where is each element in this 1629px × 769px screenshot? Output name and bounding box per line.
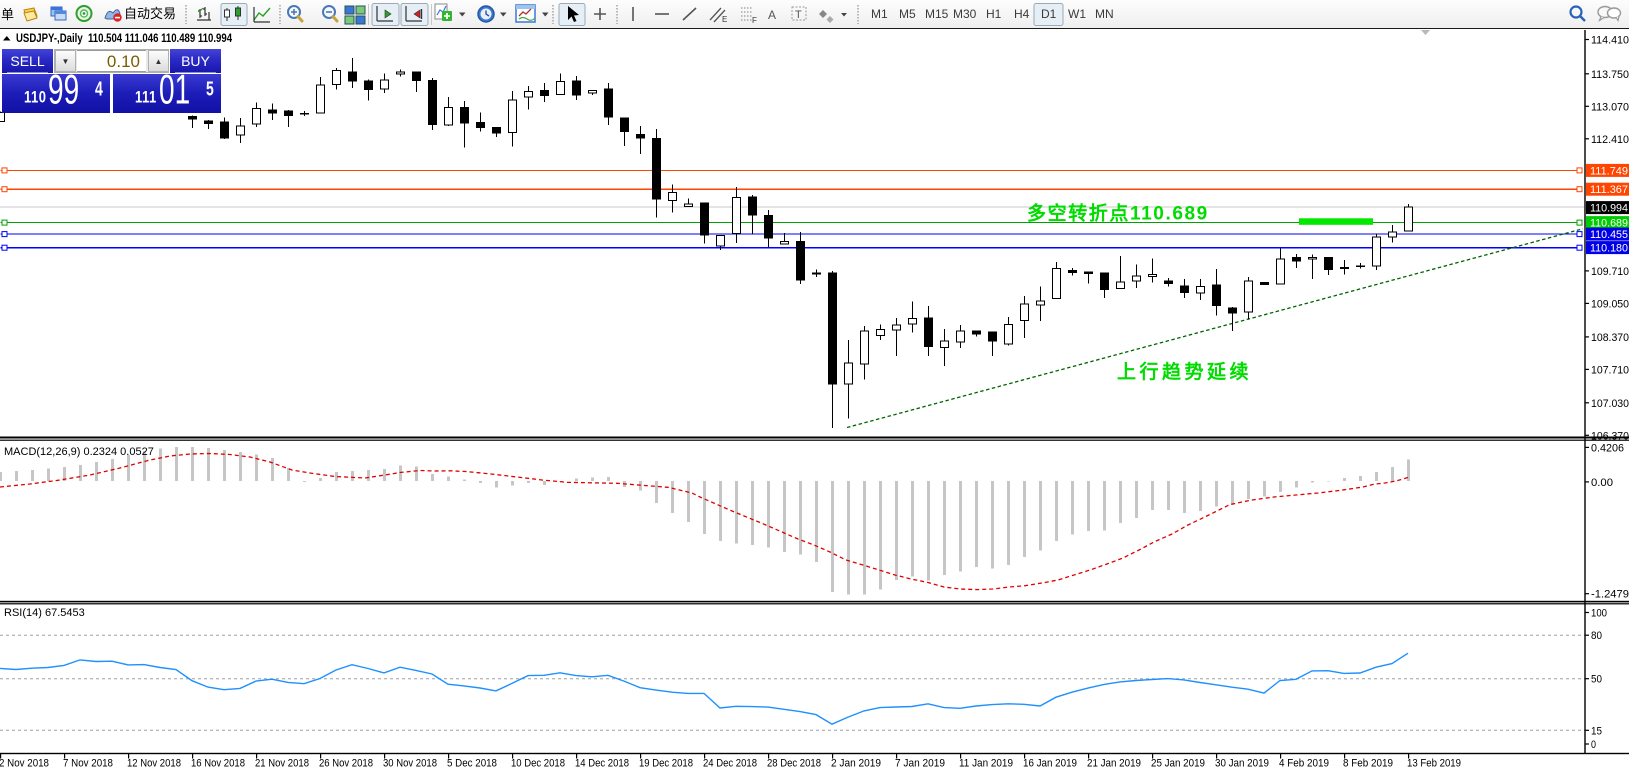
svg-text:M15: M15 (925, 7, 949, 21)
svg-text:8 Feb 2019: 8 Feb 2019 (1343, 758, 1393, 769)
svg-text:E: E (722, 15, 727, 24)
svg-text:-1.2479: -1.2479 (1591, 589, 1629, 601)
svg-text:30 Jan 2019: 30 Jan 2019 (1215, 758, 1269, 769)
svg-text:114.410: 114.410 (1591, 35, 1629, 47)
svg-text:16 Nov 2018: 16 Nov 2018 (191, 758, 245, 769)
svg-text:7 Nov 2018: 7 Nov 2018 (63, 758, 113, 769)
svg-text:H4: H4 (1014, 7, 1030, 21)
svg-text:108.370: 108.370 (1591, 332, 1629, 344)
svg-text:0: 0 (1591, 739, 1596, 751)
svg-text:10 Dec 2018: 10 Dec 2018 (511, 758, 565, 769)
svg-text:111.749: 111.749 (1590, 165, 1628, 177)
svg-text:2 Nov 2018: 2 Nov 2018 (0, 758, 49, 769)
svg-text:26 Nov 2018: 26 Nov 2018 (319, 758, 373, 769)
svg-text:RSI(14) 67.5453: RSI(14) 67.5453 (4, 607, 85, 619)
svg-text:7 Jan 2019: 7 Jan 2019 (895, 758, 945, 769)
svg-text:自动交易: 自动交易 (124, 6, 176, 21)
svg-text:W1: W1 (1068, 7, 1086, 21)
svg-text:50: 50 (1591, 674, 1602, 686)
svg-text:13 Feb 2019: 13 Feb 2019 (1407, 758, 1461, 769)
svg-text:24 Dec 2018: 24 Dec 2018 (703, 758, 757, 769)
svg-text:15: 15 (1591, 725, 1602, 737)
svg-text:0.00: 0.00 (1591, 477, 1613, 489)
svg-text:110.455: 110.455 (1590, 229, 1628, 241)
svg-text:109.710: 109.710 (1591, 266, 1629, 278)
svg-text:107.710: 107.710 (1591, 364, 1629, 376)
svg-text:100: 100 (1591, 608, 1607, 620)
svg-text:21 Nov 2018: 21 Nov 2018 (255, 758, 309, 769)
svg-text:M1: M1 (871, 7, 888, 21)
svg-text:2 Jan 2019: 2 Jan 2019 (831, 758, 881, 769)
svg-text:M5: M5 (899, 7, 916, 21)
svg-text:19 Dec 2018: 19 Dec 2018 (639, 758, 693, 769)
svg-text:21 Jan 2019: 21 Jan 2019 (1087, 758, 1141, 769)
svg-text:111.367: 111.367 (1590, 184, 1628, 196)
svg-text:H1: H1 (986, 7, 1002, 21)
svg-text:USDJPY-,Daily 110.504 111.046: USDJPY-,Daily 110.504 111.046 110.489 11… (16, 32, 232, 45)
svg-text:单: 单 (1, 7, 14, 22)
svg-text:T: T (795, 9, 802, 21)
svg-text:11 Jan 2019: 11 Jan 2019 (959, 758, 1013, 769)
svg-text:110.180: 110.180 (1590, 243, 1628, 255)
svg-text:D1: D1 (1041, 7, 1057, 21)
svg-text:多空转折点110.689: 多空转折点110.689 (1027, 202, 1209, 225)
svg-text:112.410: 112.410 (1591, 134, 1629, 146)
svg-text:80: 80 (1591, 630, 1602, 642)
svg-text:0.4206: 0.4206 (1591, 442, 1624, 454)
svg-text:110.689: 110.689 (1590, 218, 1628, 230)
svg-text:30 Nov 2018: 30 Nov 2018 (383, 758, 437, 769)
svg-text:A: A (768, 8, 776, 22)
svg-text:MACD(12,26,9) 0.2324 0.0527: MACD(12,26,9) 0.2324 0.0527 (4, 446, 154, 458)
svg-text:28 Dec 2018: 28 Dec 2018 (767, 758, 821, 769)
svg-text:4 Feb 2019: 4 Feb 2019 (1279, 758, 1329, 769)
svg-text:5 Dec 2018: 5 Dec 2018 (447, 758, 497, 769)
svg-text:12 Nov 2018: 12 Nov 2018 (127, 758, 181, 769)
svg-text:25 Jan 2019: 25 Jan 2019 (1151, 758, 1205, 769)
svg-text:MN: MN (1095, 7, 1114, 21)
svg-text:110.994: 110.994 (1590, 203, 1628, 215)
svg-text:113.070: 113.070 (1591, 101, 1629, 113)
svg-text:106.370: 106.370 (1591, 430, 1629, 442)
svg-text:113.750: 113.750 (1591, 69, 1629, 81)
svg-text:107.030: 107.030 (1591, 398, 1629, 410)
svg-text:上行趋势延续: 上行趋势延续 (1117, 360, 1252, 383)
svg-text:109.050: 109.050 (1591, 298, 1629, 310)
svg-text:M30: M30 (953, 7, 977, 21)
svg-text:16 Jan 2019: 16 Jan 2019 (1023, 758, 1077, 769)
svg-text:14 Dec 2018: 14 Dec 2018 (575, 758, 629, 769)
svg-text:F: F (752, 16, 757, 25)
